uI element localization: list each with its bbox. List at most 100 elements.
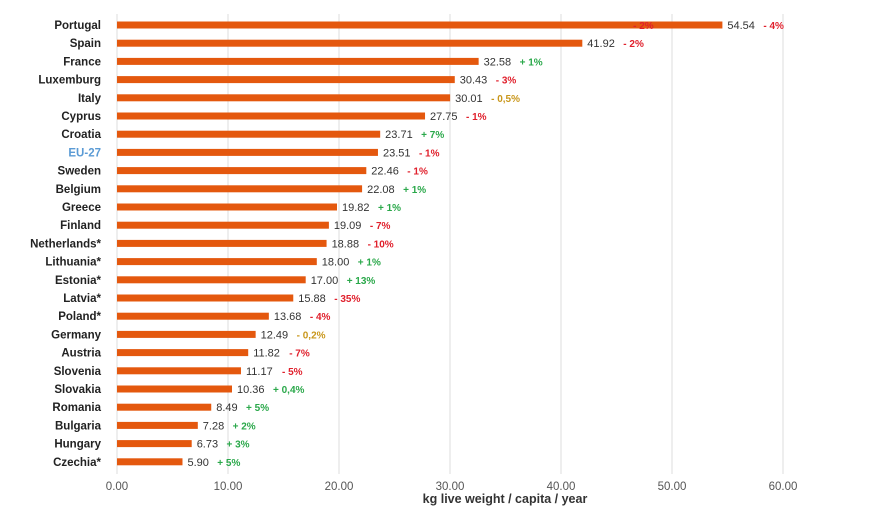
bar-czechia <box>117 458 183 466</box>
bar-sweden <box>117 167 367 175</box>
category-label-cyprus: Cyprus <box>61 111 101 123</box>
change-label-germany: - 0,2% <box>297 330 326 341</box>
bar-hungary <box>117 440 192 448</box>
x-axis-label: kg live weight / capita / year <box>423 492 588 506</box>
value-label-latvia: 15.88 <box>298 293 326 305</box>
change-label-austria: - 7% <box>289 349 310 360</box>
change-label-italy: - 0,5% <box>491 94 520 105</box>
change-label-romania: + 5% <box>246 403 269 414</box>
bar-estonia <box>117 276 306 284</box>
value-label-spain: 41.92 <box>587 38 615 50</box>
change-label-finland: - 7% <box>370 221 391 232</box>
value-label-portugal: 54.54 <box>727 20 755 32</box>
x-tick-label: 60.00 <box>769 481 798 493</box>
category-label-france: France <box>63 56 101 68</box>
bar-spain <box>117 39 583 47</box>
value-label-lithuania: 18.00 <box>322 257 350 269</box>
value-label-slovenia: 11.17 <box>246 366 273 378</box>
bar-slovakia <box>117 385 232 393</box>
change-label-cyprus: - 1% <box>466 112 487 123</box>
category-label-italy: Italy <box>78 93 102 105</box>
change-label-croatia: + 7% <box>421 130 444 141</box>
value-label-greece: 19.82 <box>342 202 370 214</box>
change-label-belgium: + 1% <box>403 185 426 196</box>
value-label-finland: 19.09 <box>334 220 362 232</box>
change-label-france: + 1% <box>520 57 543 68</box>
category-label-hungary: Hungary <box>54 439 101 451</box>
change-label-lithuania: + 1% <box>358 258 381 269</box>
category-label-czechia: Czechia* <box>53 457 101 469</box>
category-label-belgium: Belgium <box>56 184 101 196</box>
bar-austria <box>117 349 249 357</box>
category-label-germany: Germany <box>51 329 101 341</box>
category-label-estonia: Estonia* <box>55 275 102 287</box>
change-label-slovenia: - 5% <box>282 367 303 378</box>
value-label-france: 32.58 <box>484 56 512 68</box>
value-label-sweden: 22.46 <box>371 166 399 178</box>
bar-italy <box>117 94 451 102</box>
category-label-bulgaria: Bulgaria <box>55 420 102 432</box>
bar-france <box>117 57 479 65</box>
change-label-poland: - 4% <box>310 312 331 323</box>
category-label-lithuania: Lithuania* <box>45 257 101 269</box>
value-label-croatia: 23.71 <box>385 129 413 141</box>
change-label-spain: - 2% <box>623 39 644 50</box>
x-tick-label: 20.00 <box>325 481 354 493</box>
bar-latvia <box>117 294 294 302</box>
category-label-austria: Austria <box>61 348 101 360</box>
value-label-belgium: 22.08 <box>367 184 395 196</box>
category-label-slovenia: Slovenia <box>54 366 102 378</box>
category-labels: Portugal Spain France Luxemburg Italy Cyprus C… <box>30 20 102 469</box>
bar-eu-27 <box>117 148 378 156</box>
change-label-bulgaria: + 2% <box>233 421 256 432</box>
bar-netherlands <box>117 239 327 247</box>
value-label-romania: 8.49 <box>216 402 237 414</box>
value-label-austria: 11.82 <box>253 348 280 360</box>
value-label-czechia: 5.90 <box>187 457 208 469</box>
bar-cyprus <box>117 112 426 120</box>
bar-bulgaria <box>117 421 198 429</box>
x-tick-label: 40.00 <box>547 481 576 493</box>
category-label-poland: Poland* <box>58 311 101 323</box>
category-label-romania: Romania <box>52 402 101 414</box>
category-label-finland: Finland <box>60 220 101 232</box>
category-label-croatia: Croatia <box>61 129 101 141</box>
value-labels: 54.54 41.92 32.58 30.43 30.01 27.75 23.71 23.51… <box>187 20 754 469</box>
bar-germany <box>117 330 256 338</box>
bar-slovenia <box>117 367 241 375</box>
x-tick-label: 10.00 <box>214 481 243 493</box>
value-label-germany: 12.49 <box>261 329 289 341</box>
bar-croatia <box>117 130 381 138</box>
change-label-czechia: + 5% <box>217 458 240 469</box>
change-label-portugal: - 4% <box>763 21 784 32</box>
value-label-poland: 13.68 <box>274 311 302 323</box>
value-label-luxemburg: 30.43 <box>460 75 488 87</box>
gridlines <box>116 14 784 474</box>
bar-poland <box>117 312 269 320</box>
value-label-cyprus: 27.75 <box>430 111 458 123</box>
value-label-estonia: 17.00 <box>311 275 339 287</box>
change-label-greece: + 1% <box>378 203 401 214</box>
x-tick-label: 30.00 <box>436 481 465 493</box>
bar-belgium <box>117 185 363 193</box>
bar-romania <box>117 403 212 411</box>
x-axis-ticks: 0.00 10.00 20.00 30.00 40.00 50.00 60.00 <box>106 481 798 493</box>
value-label-slovakia: 10.36 <box>237 384 265 396</box>
change-label-slovakia: + 0,4% <box>273 385 305 396</box>
bar-portugal <box>117 21 723 29</box>
change-label-luxemburg: - 3% <box>496 76 517 87</box>
change-label-latvia: - 35% <box>334 294 360 305</box>
value-label-netherlands: 18.88 <box>332 238 360 250</box>
category-label-portugal: Portugal <box>54 20 101 32</box>
change-labels: - 4%- 2%+ 1%- 3%- 0,5%- 1%+ 7%- 1%- 1%+ … <box>217 21 784 469</box>
category-label-spain: Spain <box>70 38 101 50</box>
bars <box>117 21 723 466</box>
change-label-hungary: + 3% <box>227 440 250 451</box>
category-label-sweden: Sweden <box>58 166 101 178</box>
bar-luxemburg <box>117 76 455 84</box>
change-label-estonia: + 13% <box>347 276 376 287</box>
bar-finland <box>117 221 329 229</box>
value-label-eu-27: 23.51 <box>383 147 411 159</box>
bar-lithuania <box>117 258 317 266</box>
